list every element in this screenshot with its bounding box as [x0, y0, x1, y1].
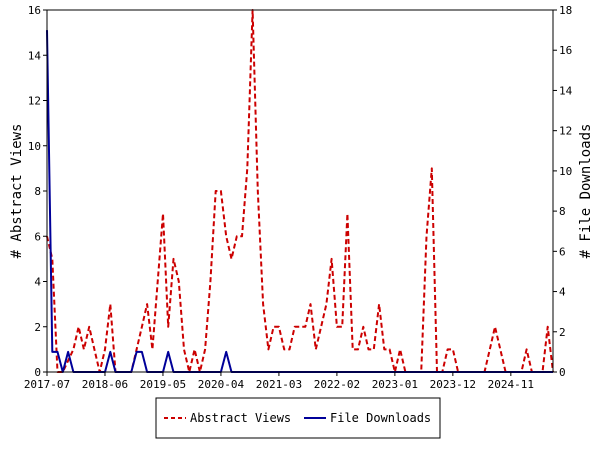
y-left-tick-label: 4: [34, 276, 41, 289]
y-right-tick-label: 4: [559, 286, 566, 299]
legend-label-abstract-views: Abstract Views: [190, 411, 291, 425]
y-left-tick-label: 0: [34, 366, 41, 379]
y-right-tick-label: 0: [559, 366, 566, 379]
y-left-tick-label: 8: [34, 185, 41, 198]
x-tick-label: 2023-12: [430, 378, 476, 391]
y-right-tick-label: 18: [559, 4, 572, 17]
y-left-tick-label: 2: [34, 321, 41, 334]
y-axis-right-title: # File Downloads: [578, 124, 594, 259]
x-tick-label: 2018-06: [82, 378, 128, 391]
y-right-tick-label: 16: [559, 44, 572, 57]
x-tick-label: 2020-04: [198, 378, 245, 391]
y-right-tick-label: 2: [559, 326, 566, 339]
y-left-tick-label: 16: [28, 4, 41, 17]
legend-box: [155, 397, 441, 439]
axes: 0 2 4 6 8 10 12 14 16 0 2 4 6 8 10 12 14 16 18 2017-07 2018-…: [24, 4, 573, 391]
y-right-tick-label: 14: [559, 84, 573, 97]
x-tick-label: 2019-05: [140, 378, 186, 391]
y-axis-left-title: # Abstract Views: [9, 124, 25, 259]
x-tick-label: 2024-11: [488, 378, 534, 391]
y-left-tick-label: 10: [28, 140, 41, 153]
x-tick-label: 2022-02: [314, 378, 360, 391]
y-right-tick-label: 8: [559, 205, 566, 218]
y-left-tick-label: 12: [28, 95, 41, 108]
x-tick-label: 2021-03: [256, 378, 302, 391]
y-right-tick-label: 6: [559, 245, 566, 258]
y-left-tick-label: 6: [34, 230, 41, 243]
legend: Abstract Views File Downloads: [155, 397, 441, 439]
legend-label-file-downloads: File Downloads: [330, 411, 431, 425]
y-right-tick-label: 10: [559, 165, 572, 178]
y-left-tick-label: 14: [28, 49, 42, 62]
x-tick-label: 2017-07: [24, 378, 70, 391]
x-tick-label: 2023-01: [372, 378, 418, 391]
y-right-tick-label: 12: [559, 125, 572, 138]
